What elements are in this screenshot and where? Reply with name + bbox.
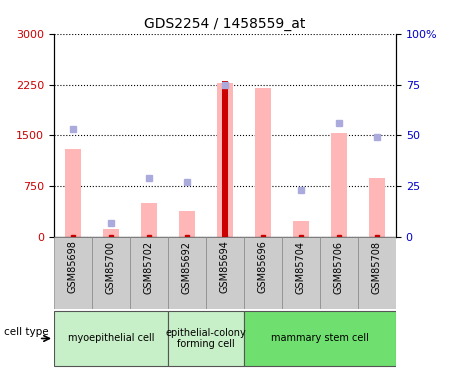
Bar: [130, 237, 168, 309]
Text: GSM85700: GSM85700: [106, 240, 116, 294]
Bar: [206, 237, 244, 309]
Bar: [244, 237, 282, 309]
Bar: [54, 310, 168, 366]
Text: GSM85704: GSM85704: [296, 240, 306, 294]
Text: GSM85692: GSM85692: [182, 240, 192, 294]
Bar: [282, 237, 320, 309]
Text: GSM85702: GSM85702: [144, 240, 154, 294]
Text: GSM85698: GSM85698: [68, 240, 78, 293]
Text: myoepithelial cell: myoepithelial cell: [68, 333, 154, 344]
Bar: [369, 178, 385, 237]
Bar: [222, 81, 228, 237]
Bar: [180, 211, 194, 237]
Bar: [168, 310, 244, 366]
Bar: [358, 237, 396, 309]
Bar: [104, 229, 119, 237]
Bar: [92, 237, 130, 309]
Bar: [217, 82, 233, 237]
Text: GSM85706: GSM85706: [334, 240, 344, 294]
Bar: [168, 237, 206, 309]
Text: GSM85694: GSM85694: [220, 240, 230, 293]
Text: GSM85708: GSM85708: [372, 240, 382, 294]
Text: epithelial-colony
forming cell: epithelial-colony forming cell: [166, 328, 247, 349]
Bar: [256, 88, 270, 237]
Bar: [320, 237, 358, 309]
Title: GDS2254 / 1458559_at: GDS2254 / 1458559_at: [144, 17, 306, 32]
Bar: [331, 133, 346, 237]
Text: mammary stem cell: mammary stem cell: [271, 333, 369, 344]
Bar: [141, 203, 157, 237]
Bar: [54, 237, 92, 309]
Text: GSM85696: GSM85696: [258, 240, 268, 293]
Bar: [244, 310, 396, 366]
Text: cell type: cell type: [4, 327, 49, 337]
Bar: [293, 220, 309, 237]
Bar: [65, 149, 81, 237]
